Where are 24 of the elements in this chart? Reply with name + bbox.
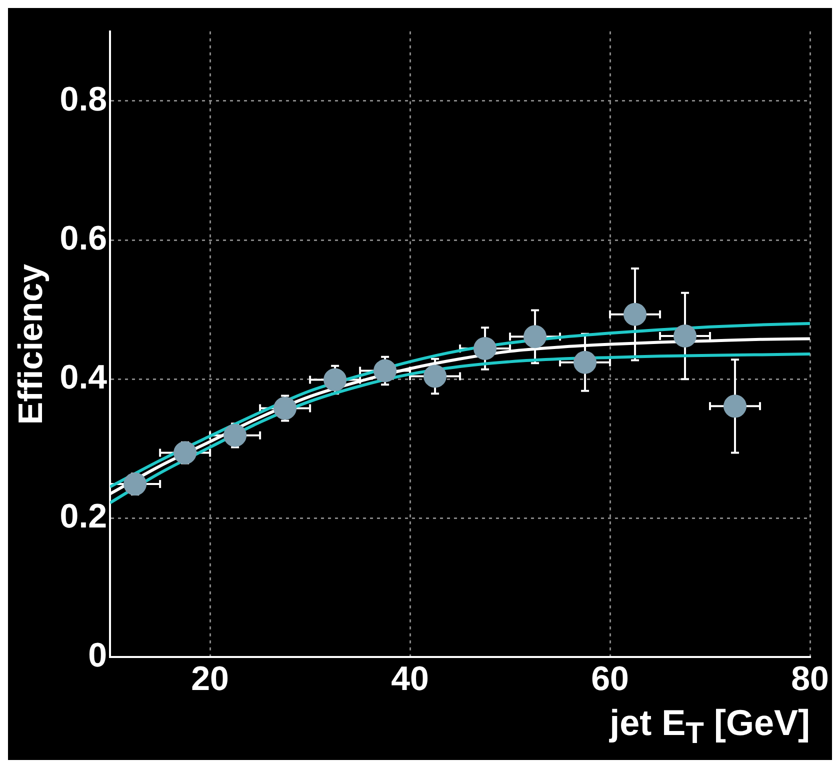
point [524,325,547,348]
point [724,394,747,418]
point [374,359,397,382]
point [274,396,297,420]
x-axis-title: jet E$_{T}$ [GeV] [610,702,810,752]
y-tick-label: 0 [88,636,108,675]
y-tick-label: 0.2 [60,498,108,536]
point [124,472,147,496]
point [324,368,347,392]
x-tick-label: 20 [191,660,229,698]
y-tick-label: 0.4 [60,358,108,396]
y-tick-label: 0.6 [60,219,108,258]
x-tick-label: 40 [391,660,429,698]
y-axis-title: Efficiency [12,264,50,425]
point [624,302,647,326]
point [674,324,697,348]
x-tick-label: 60 [591,660,629,698]
point [474,336,497,360]
point [424,364,447,388]
point [574,350,597,374]
point [174,441,197,464]
y-tick-label: 0.8 [60,80,108,118]
point [224,424,247,447]
x-tick-label: 80 [791,660,829,698]
